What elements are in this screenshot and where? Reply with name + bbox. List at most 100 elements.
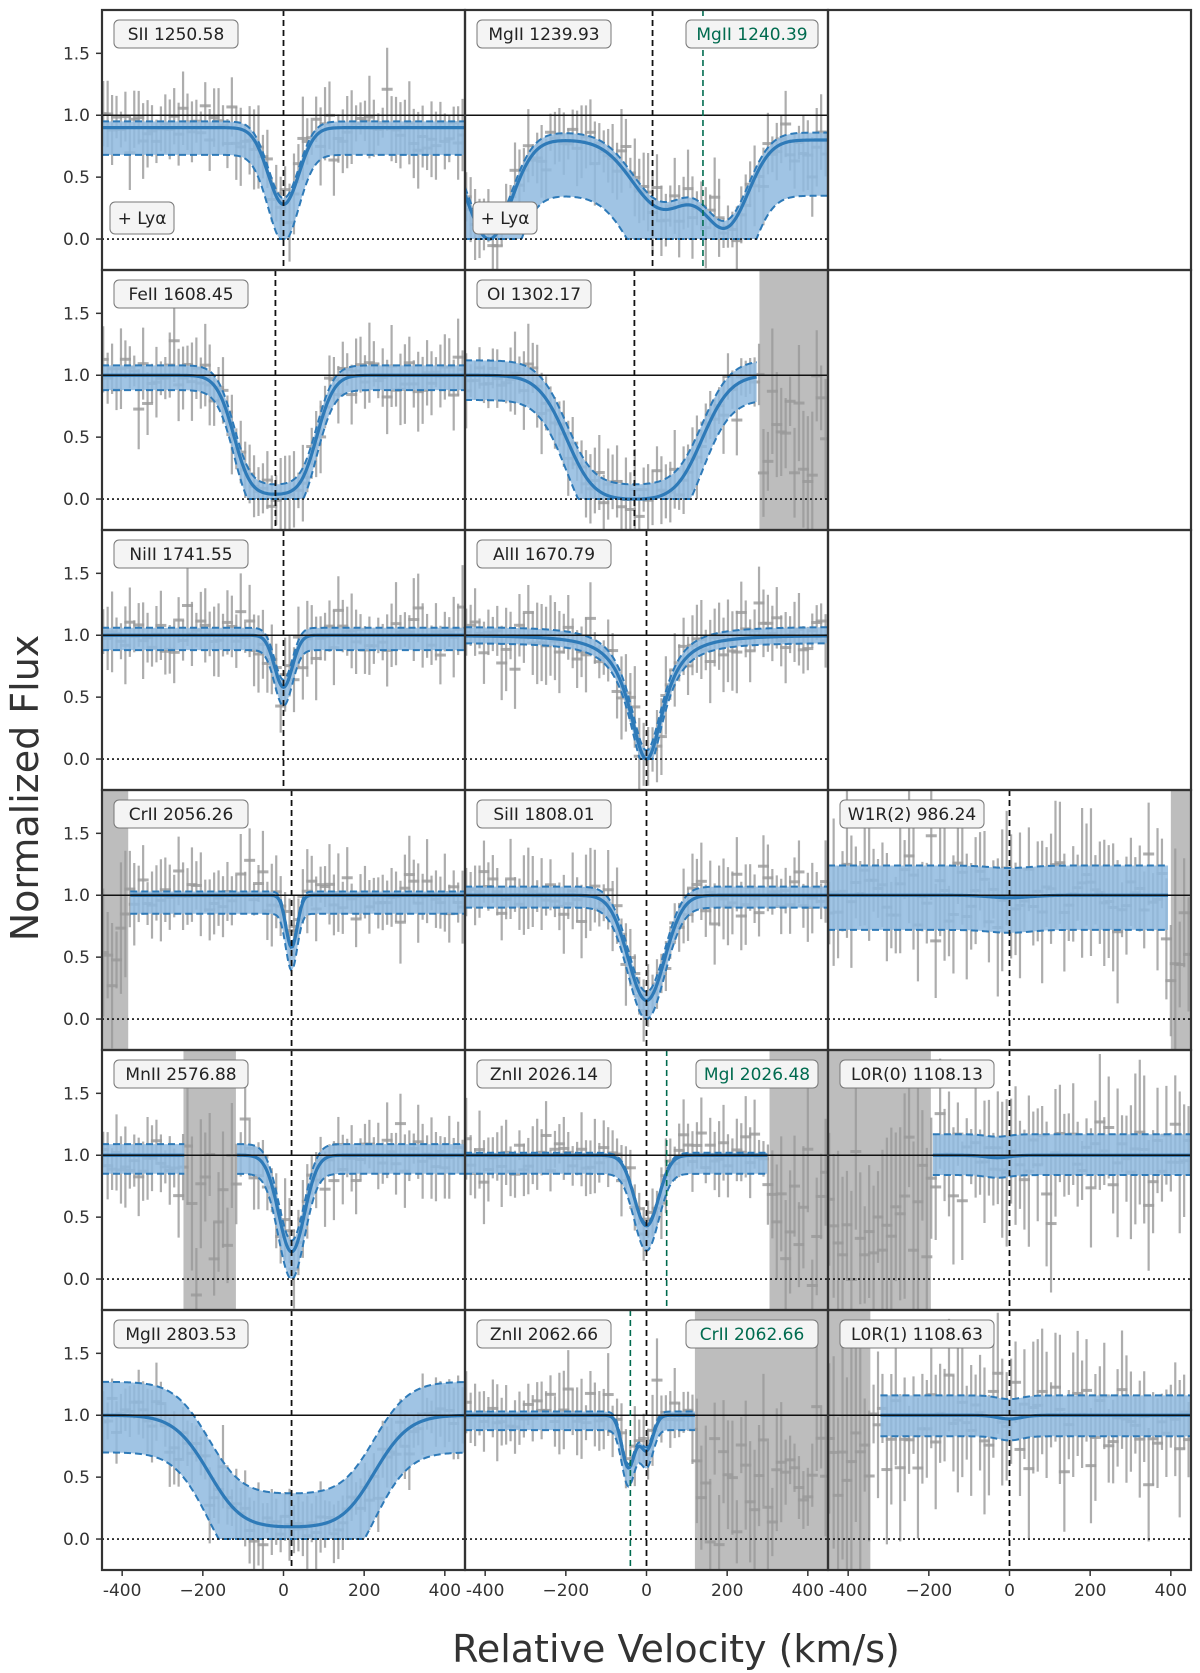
panel-label-box — [113, 1319, 249, 1349]
y-tick-label: 1.0 — [63, 1146, 90, 1166]
panel-plot-area — [465, 270, 828, 530]
panel-label-box — [113, 799, 249, 829]
y-axis-label: Normalized Flux — [3, 635, 47, 942]
panel-label-box — [476, 799, 612, 829]
y-tick-label: 0.0 — [63, 1010, 90, 1030]
panel-siii-1808-01: SiII 1808.01 — [465, 790, 828, 1050]
y-tick-label: 0.5 — [63, 948, 90, 968]
y-tick-label: 0.5 — [63, 1208, 90, 1228]
band-upper-edge — [932, 1133, 1191, 1138]
y-tick-label: 1.5 — [63, 1344, 90, 1364]
x-tick-label: 200 — [348, 1581, 380, 1601]
band-lower-edge — [880, 1435, 1191, 1442]
model-profile-line — [465, 138, 828, 241]
panel-znii-2026-14: MgI 2026.48 ZnII 2026.14 — [465, 1050, 828, 1310]
band-lower-edge — [465, 1172, 768, 1252]
panel-plot-area — [465, 790, 828, 1050]
model-uncertainty-band — [102, 1381, 465, 1540]
y-tick-label: 0.0 — [63, 490, 90, 510]
panel-label-box — [839, 799, 985, 829]
band-upper-edge — [102, 626, 465, 681]
y-tick-label: 1.0 — [63, 366, 90, 386]
x-tick-label: 200 — [711, 1581, 743, 1601]
band-upper-edge — [465, 359, 757, 486]
band-lower-edge — [932, 1174, 1191, 1179]
panel-label-box — [113, 1059, 249, 1089]
panel-plot-area — [102, 1310, 465, 1570]
panel-plot-area — [102, 530, 465, 790]
y-tick-label: 0.5 — [63, 688, 90, 708]
x-tick-label: −200 — [905, 1581, 952, 1601]
panel-label: ZnII 2026.14 — [490, 1065, 598, 1085]
y-tick-label: 0.0 — [63, 230, 90, 250]
panel-l0r-1-1108-63: L0R(1) 1108.63 — [828, 1310, 1191, 1570]
band-lower-edge — [465, 1429, 695, 1488]
model-uncertainty-band — [237, 1144, 465, 1280]
panel-note: + Lyα — [481, 209, 530, 229]
model-uncertainty-band — [828, 865, 1169, 933]
y-tick-label: 0.0 — [63, 1530, 90, 1550]
band-lower-edge — [465, 642, 828, 761]
panel-plot-area — [102, 1050, 465, 1310]
model-uncertainty-band — [880, 1395, 1191, 1441]
panel-label-box — [113, 279, 249, 309]
panel-l0r-0-1108-13: L0R(0) 1108.13 — [828, 1050, 1191, 1310]
panel-label: MnII 2576.88 — [125, 1065, 236, 1085]
y-tick-label: 1.5 — [63, 1084, 90, 1104]
band-lower-edge — [237, 1172, 465, 1281]
band-upper-edge — [880, 1394, 1191, 1401]
panel-mgii-2803-53: MgII 2803.53 — [102, 1310, 465, 1570]
panel-label: NiII 1741.55 — [129, 545, 232, 565]
panel-plot-area — [102, 270, 465, 530]
panel-alii-1670-79: AlII 1670.79 — [465, 530, 828, 790]
ticks-layer: 0.0 0.5 1.0 1.5 0.0 0.5 1.0 1.5 0.0 0.5 1.0 1.5 0.0 0… — [63, 44, 1187, 1601]
model-profile-line — [102, 1413, 465, 1529]
panel-label-box — [476, 279, 592, 309]
band-lower-edge — [130, 912, 465, 972]
panel-znii-2062-66: CrII 2062.66 ZnII 2062.66 — [465, 1310, 828, 1570]
panel-label: ZnII 2062.66 — [490, 1325, 598, 1345]
band-upper-edge — [102, 1380, 465, 1495]
panel-label-box — [476, 19, 612, 49]
panel-oi-1302-17: OI 1302.17 — [465, 270, 828, 530]
panel-label-box — [476, 539, 612, 569]
panel-w1r-2-986-24: W1R(2) 986.24 — [828, 790, 1191, 1050]
panel-note: + Lyα — [118, 209, 167, 229]
model-uncertainty-band — [102, 365, 465, 500]
x-tick-label: -400 — [103, 1581, 142, 1601]
y-tick-label: 1.5 — [63, 44, 90, 64]
blend-label-box — [685, 19, 819, 49]
panel-label: MgII 2803.53 — [125, 1325, 236, 1345]
blend-label: CrII 2062.66 — [700, 1325, 805, 1345]
x-tick-label: 400 — [792, 1581, 824, 1601]
model-uncertainty-band — [465, 132, 828, 240]
panel-frame — [826, 528, 1193, 792]
y-tick-label: 1.0 — [63, 626, 90, 646]
panel-label: OI 1302.17 — [487, 285, 581, 305]
panel-mgii-1239-93: MgII 1240.39 MgII 1239.93 + Lyα — [465, 10, 828, 270]
panel-plot-area — [465, 530, 828, 790]
masked-region — [828, 1310, 871, 1570]
y-tick-label: 1.0 — [63, 106, 90, 126]
panel-plot-area — [102, 10, 465, 270]
masked-region — [102, 790, 129, 1050]
panel-label: MgII 1239.93 — [488, 25, 599, 45]
model-uncertainty-band — [465, 1152, 768, 1251]
model-uncertainty-band — [465, 627, 828, 760]
x-tick-label: 400 — [1155, 1581, 1187, 1601]
panel-label: L0R(0) 1108.13 — [851, 1065, 983, 1085]
y-tick-label: 1.5 — [63, 824, 90, 844]
band-upper-edge — [828, 864, 1169, 870]
panel-label-box — [839, 1319, 995, 1349]
blend-label: MgII 1240.39 — [696, 25, 807, 45]
panel-mnii-2576-88: MnII 2576.88 — [102, 1050, 465, 1310]
model-uncertainty-band — [102, 627, 465, 706]
model-uncertainty-band — [465, 1411, 695, 1487]
panel-feii-1608-45: FeII 1608.45 — [102, 270, 465, 530]
band-upper-edge — [237, 1143, 465, 1242]
band-upper-edge — [465, 1410, 695, 1466]
y-tick-label: 0.0 — [63, 1270, 90, 1290]
blend-label: MgI 2026.48 — [704, 1065, 810, 1085]
band-upper-edge — [102, 120, 465, 200]
